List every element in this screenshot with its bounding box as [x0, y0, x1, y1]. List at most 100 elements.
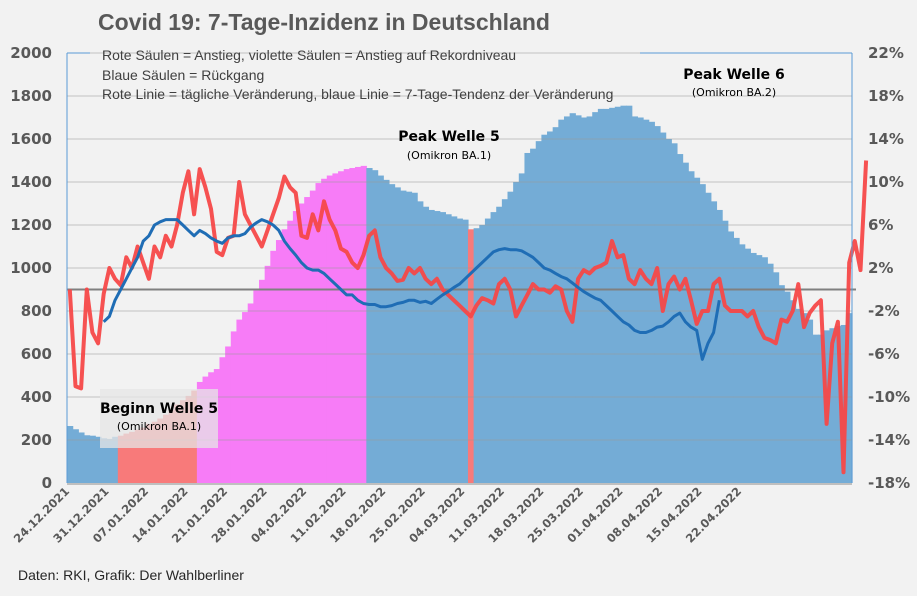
bar — [78, 432, 85, 483]
bar — [778, 285, 785, 483]
annotation-box-beginn — [100, 389, 218, 448]
bar — [530, 148, 537, 483]
bar — [772, 272, 780, 483]
y-left-tick-label: 1200 — [10, 216, 52, 234]
y-left-tick-label: 1600 — [10, 130, 52, 148]
bar — [467, 229, 475, 483]
y-left-tick-label: 600 — [21, 345, 52, 363]
bar — [67, 426, 74, 483]
annotation-peak5-subtitle: (Omikron BA.1) — [407, 149, 491, 162]
legend-line-1: Rote Säulen = Anstieg, violette Säulen =… — [102, 47, 516, 63]
bar — [755, 255, 763, 483]
bar — [326, 175, 334, 484]
bar — [349, 168, 356, 483]
bar — [309, 190, 317, 483]
bar — [377, 175, 384, 484]
bar — [434, 211, 441, 483]
bar — [394, 187, 401, 484]
bar — [812, 334, 819, 483]
bar — [151, 421, 158, 483]
bar — [518, 173, 526, 483]
bar — [456, 218, 463, 484]
bar — [496, 206, 503, 484]
y-right-tick-label: -14% — [868, 431, 910, 449]
bar — [451, 216, 458, 483]
lines-layer — [67, 160, 869, 475]
bar — [355, 166, 362, 483]
bar — [575, 115, 582, 483]
bar — [140, 427, 147, 483]
bar — [535, 141, 542, 483]
bar — [558, 119, 565, 484]
bar — [501, 199, 509, 483]
annotation-peak6-subtitle: (Omikron BA.2) — [692, 86, 776, 99]
bar — [117, 435, 125, 483]
bar — [371, 170, 379, 483]
bar — [129, 431, 136, 483]
bar — [637, 117, 644, 483]
bar — [699, 184, 706, 483]
y-right-tick-label: 18% — [868, 87, 904, 105]
annotation-beginn-title: Beginn Welle 5 — [100, 401, 218, 417]
bar — [806, 319, 814, 483]
bar — [597, 108, 605, 484]
bar — [552, 127, 559, 484]
y-right-tick-label: -18% — [868, 474, 910, 492]
bar — [242, 312, 249, 483]
bar — [727, 231, 735, 483]
legend-line-2: Blaue Säulen = Rückgang — [102, 67, 264, 83]
bar — [671, 143, 678, 484]
bar — [462, 219, 469, 484]
bar — [360, 165, 367, 484]
bar — [631, 116, 638, 484]
bar — [490, 212, 497, 483]
bar — [236, 319, 243, 483]
bar — [270, 250, 277, 483]
bar — [253, 290, 260, 483]
bar — [292, 211, 300, 483]
y-right-tick-label: 14% — [868, 130, 904, 148]
bar — [445, 214, 452, 483]
bar — [225, 346, 232, 483]
x-axis: 24.12.202131.12.202107.01.202214.01.2022… — [11, 484, 744, 545]
bar — [338, 171, 345, 483]
bar — [626, 105, 633, 484]
y-axis-right: -18% -14% -10% -6% -2% 2% 6% 10% 14% 18% 22% — [868, 44, 910, 492]
bar — [112, 436, 119, 483]
annotations: Beginn Welle 5 (Omikron BA.1) Peak Welle… — [100, 67, 785, 448]
y-left-tick-label: 400 — [21, 388, 52, 406]
bar — [100, 438, 108, 483]
bar — [569, 113, 576, 483]
bar — [321, 178, 328, 483]
bar — [609, 107, 616, 483]
y-right-tick-label: 10% — [868, 173, 904, 191]
bar — [247, 303, 254, 483]
y-left-tick-label: 1000 — [10, 259, 52, 277]
bar — [524, 152, 531, 484]
bar — [332, 173, 339, 483]
bar — [83, 435, 91, 483]
bar — [507, 191, 514, 483]
bar — [315, 183, 322, 483]
bar — [716, 209, 723, 483]
bar — [157, 418, 164, 483]
y-left-tick-label: 2000 — [10, 44, 52, 62]
bar — [739, 244, 746, 483]
bar — [304, 197, 311, 484]
bar — [829, 328, 836, 483]
y-right-tick-label: -2% — [868, 302, 900, 320]
bar — [219, 357, 226, 483]
bar — [710, 201, 718, 483]
bar — [405, 191, 413, 483]
bar — [541, 134, 548, 483]
bar — [343, 169, 350, 483]
bar — [654, 126, 661, 483]
bar — [744, 248, 751, 483]
bar — [835, 326, 842, 483]
bar — [789, 300, 797, 483]
y-right-tick-label: 6% — [868, 216, 893, 234]
bar — [72, 429, 79, 483]
bar — [473, 228, 480, 483]
annotation-peak6-title: Peak Welle 6 — [683, 67, 785, 83]
